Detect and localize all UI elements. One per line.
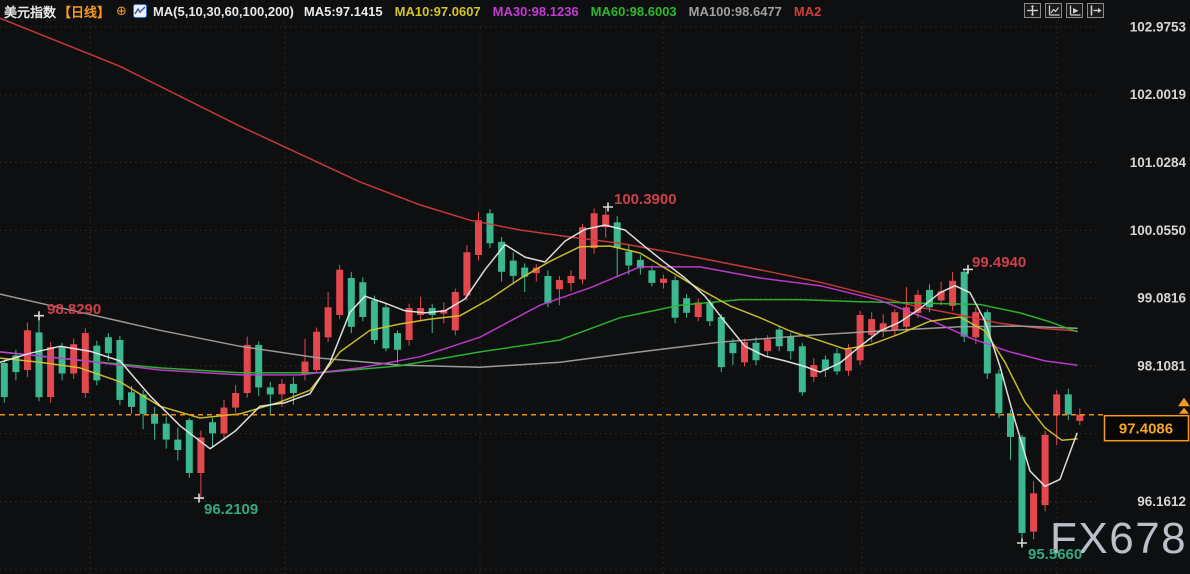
chart-play-icon[interactable] [1066,3,1083,18]
svg-text:100.3900: 100.3900 [614,191,677,208]
period-label: 【日线】 [58,4,111,20]
ma200-value-truncated: MA2 [793,3,822,19]
svg-text:101.0284: 101.0284 [1130,155,1187,170]
exit-right-icon[interactable] [1087,3,1104,18]
ma10-value: MA10:97.0607 [394,3,481,19]
svg-text:100.0550: 100.0550 [1130,223,1186,238]
svg-text:95.5660: 95.5660 [1028,546,1082,563]
chart-toolbar [1024,3,1104,18]
svg-text:98.1081: 98.1081 [1137,358,1186,373]
chart-header: 美元指数 【日线】 ⊕ MA(5,10,30,60,100,200) MA5:9… [0,0,1190,22]
chart-axes-icon[interactable] [1045,3,1062,18]
svg-text:FX678: FX678 [1050,514,1187,563]
ma5-value: MA5:97.1415 [303,3,383,19]
svg-text:96.1612: 96.1612 [1137,494,1186,509]
svg-text:99.0816: 99.0816 [1137,291,1186,306]
svg-text:102.0019: 102.0019 [1130,87,1186,102]
svg-text:97.4086: 97.4086 [1119,421,1173,438]
instrument-title: 美元指数 [4,4,57,20]
mini-chart-icon[interactable] [132,4,147,18]
svg-text:96.2109: 96.2109 [204,501,258,518]
svg-text:98.8290: 98.8290 [47,301,101,318]
svg-text:102.9753: 102.9753 [1130,19,1187,34]
ma60-value: MA60:98.6003 [590,3,677,19]
move-crosshair-icon[interactable] [1024,3,1041,18]
svg-text:99.4940: 99.4940 [972,254,1026,271]
collapse-icon[interactable]: ⊕ [116,3,127,18]
ma100-value: MA100:98.6477 [688,3,782,19]
ma30-value: MA30:98.1236 [492,3,579,19]
ma-overview-label: MA(5,10,30,60,100,200) [152,3,294,19]
